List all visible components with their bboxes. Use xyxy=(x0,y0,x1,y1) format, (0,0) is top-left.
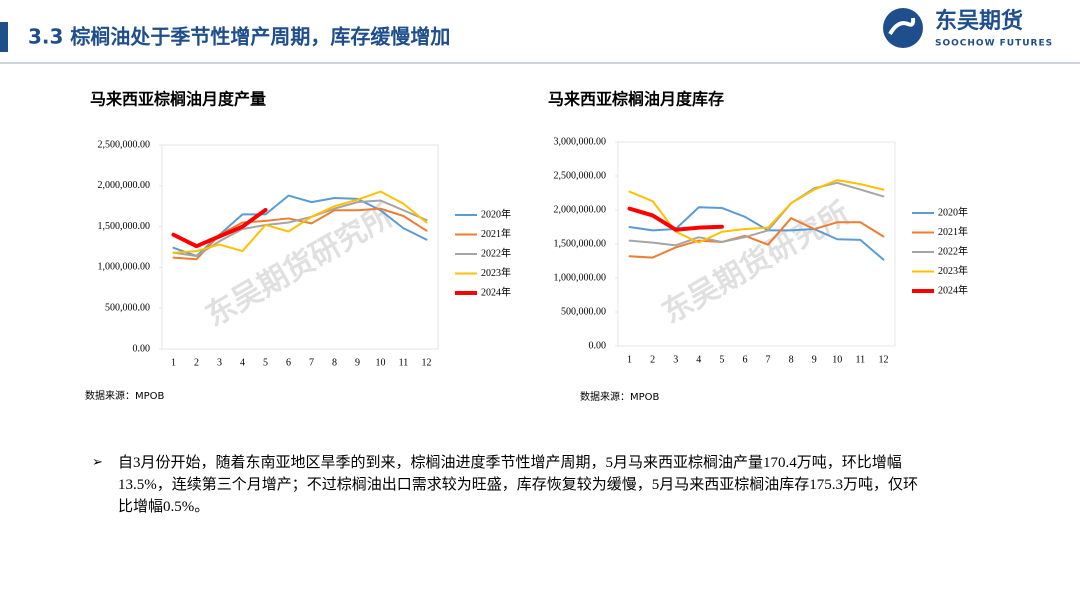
x-tick-label: 11 xyxy=(399,357,409,368)
header-title: 3.3 棕榈油处于季节性增产周期，库存缓慢增加 xyxy=(28,25,450,49)
x-tick-label: 9 xyxy=(355,357,360,368)
x-tick-label: 6 xyxy=(286,357,291,368)
x-tick-label: 5 xyxy=(719,354,724,365)
legend-label: 2023年 xyxy=(481,266,511,279)
legend-label: 2022年 xyxy=(938,244,968,257)
y-tick-label: 1,000,000.00 xyxy=(98,262,151,273)
x-tick-label: 2 xyxy=(194,357,199,368)
legend-label: 2020年 xyxy=(938,205,968,218)
legend-label: 2024年 xyxy=(481,285,511,298)
logo-swirl xyxy=(888,17,916,36)
x-tick-label: 8 xyxy=(789,354,794,365)
x-tick-label: 12 xyxy=(878,354,888,365)
legend-label: 2020年 xyxy=(481,207,511,220)
source: 数据来源：MPOB xyxy=(580,390,660,403)
source: 数据来源：MPOB xyxy=(85,389,165,402)
x-tick-label: 1 xyxy=(627,354,632,365)
bullet-text: 自3月份开始，随着东南亚地区旱季的到来，棕榈油进度季节性增产周期，5月马来西亚棕… xyxy=(118,455,919,515)
x-tick-label: 4 xyxy=(696,354,701,365)
logo: 东吴期货 SOOCHOW FUTURES xyxy=(883,8,1053,49)
logo-mark xyxy=(883,8,923,48)
y-tick-label: 2,000,000.00 xyxy=(98,180,151,191)
x-tick-label: 3 xyxy=(217,357,222,368)
y-tick-label: 1,500,000.00 xyxy=(98,221,151,232)
y-tick-label: 0.00 xyxy=(133,343,151,354)
chart-title: 马来西亚棕榈油月度产量 xyxy=(90,90,266,109)
x-tick-label: 1 xyxy=(171,357,176,368)
header-accent xyxy=(0,22,8,52)
legend-label: 2021年 xyxy=(481,227,511,240)
y-tick-label: 1,000,000.00 xyxy=(554,272,607,283)
legend-label: 2024年 xyxy=(938,283,968,296)
x-tick-label: 2 xyxy=(650,354,655,365)
series-line xyxy=(171,207,268,249)
x-tick-label: 5 xyxy=(263,357,268,368)
x-tick-label: 8 xyxy=(332,357,337,368)
x-tick-label: 4 xyxy=(240,357,245,368)
series-line xyxy=(628,217,885,259)
legend-label: 2022年 xyxy=(481,246,511,259)
x-tick-label: 6 xyxy=(742,354,747,365)
legend-label: 2021年 xyxy=(938,225,968,238)
x-tick-label: 3 xyxy=(673,354,678,365)
legend-label: 2023年 xyxy=(938,264,968,277)
x-tick-label: 9 xyxy=(812,354,817,365)
y-tick-label: 3,000,000.00 xyxy=(554,136,607,147)
y-tick-label: 0.00 xyxy=(589,340,607,351)
x-tick-label: 11 xyxy=(856,354,866,365)
plot-frame xyxy=(161,144,439,350)
x-tick-label: 7 xyxy=(309,357,314,368)
chart-title: 马来西亚棕榈油月度库存 xyxy=(548,90,724,109)
watermark: 东吴期货研究所 xyxy=(656,195,855,330)
x-tick-label: 12 xyxy=(422,357,432,368)
series-line xyxy=(172,190,428,254)
y-tick-label: 500,000.00 xyxy=(561,306,606,317)
bullet-marker: ➢ xyxy=(92,455,103,470)
y-tick-label: 2,500,000.00 xyxy=(554,170,607,181)
series-line xyxy=(627,206,724,232)
y-tick-label: 500,000.00 xyxy=(105,302,150,313)
y-tick-label: 2,000,000.00 xyxy=(554,204,607,215)
logo-sub: SOOCHOW FUTURES xyxy=(935,39,1053,49)
y-tick-label: 1,500,000.00 xyxy=(554,238,607,249)
series-line xyxy=(628,181,885,247)
logo-text: 东吴期货 xyxy=(935,8,1023,34)
y-tick-label: 2,500,000.00 xyxy=(98,139,151,150)
x-tick-label: 10 xyxy=(376,357,386,368)
series-line xyxy=(172,199,428,257)
x-tick-label: 7 xyxy=(766,354,771,365)
x-tick-label: 10 xyxy=(832,354,842,365)
